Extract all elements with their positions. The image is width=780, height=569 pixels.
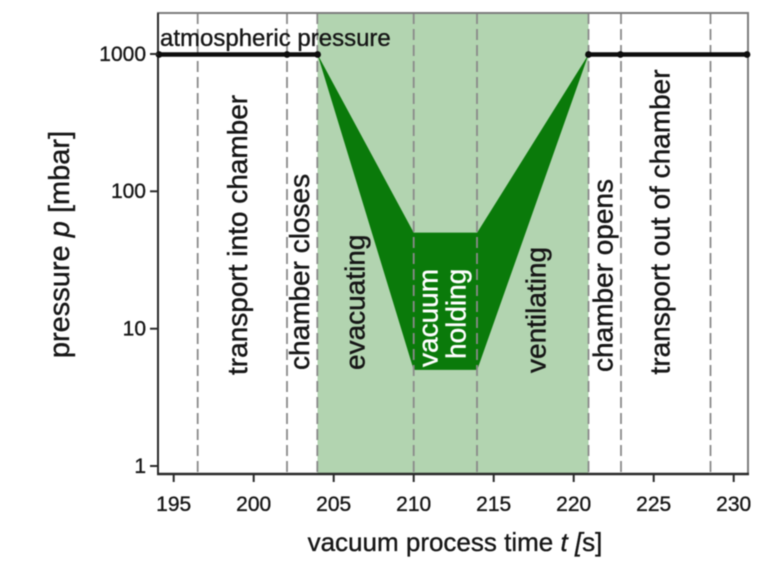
svg-text:220: 220 [556,493,591,516]
svg-text:210: 210 [396,493,431,516]
svg-text:100: 100 [111,180,146,203]
svg-text:pressure p [mbar]: pressure p [mbar] [44,131,76,358]
svg-text:vacuum process time t [s]: vacuum process time t [s] [308,527,603,557]
svg-text:evacuating: evacuating [340,235,371,370]
svg-text:atmospheric pressure: atmospheric pressure [160,25,391,52]
svg-text:225: 225 [636,493,671,516]
svg-text:chamber opens: chamber opens [588,179,619,372]
svg-text:195: 195 [156,493,191,516]
svg-text:200: 200 [236,493,271,516]
svg-text:ventilating: ventilating [521,247,552,373]
svg-text:230: 230 [716,493,751,516]
svg-text:transport out of chamber: transport out of chamber [645,69,676,374]
svg-text:215: 215 [476,493,511,516]
svg-text:10: 10 [123,318,146,341]
svg-text:holding: holding [441,269,472,359]
svg-text:transport into chamber: transport into chamber [222,95,253,375]
svg-text:1000: 1000 [99,43,146,66]
svg-text:205: 205 [316,493,351,516]
svg-text:chamber closes: chamber closes [284,174,315,370]
svg-text:1: 1 [134,455,146,478]
svg-text:vacuum: vacuum [413,269,444,367]
